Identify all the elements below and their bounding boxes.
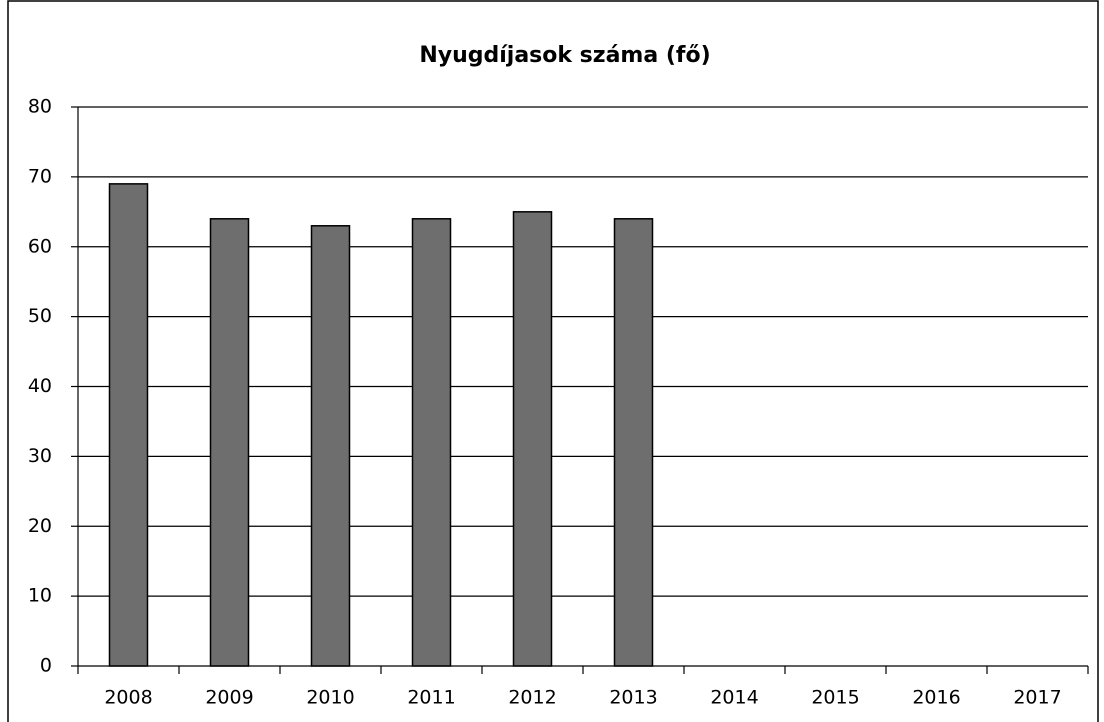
- y-tick-label: 60: [28, 235, 52, 257]
- x-tick-label: 2014: [710, 687, 758, 709]
- x-tick-label: 2011: [407, 687, 455, 709]
- y-tick-label: 0: [40, 655, 52, 677]
- y-tick-label: 30: [28, 445, 52, 467]
- y-tick-label: 20: [28, 515, 52, 537]
- x-tick-label: 2017: [1013, 687, 1061, 709]
- bar: [108, 183, 149, 667]
- x-tick-label: 2008: [104, 687, 152, 709]
- y-tick-label: 70: [28, 165, 52, 187]
- x-tick-label: 2016: [912, 687, 960, 709]
- x-tick-label: 2015: [811, 687, 859, 709]
- chart-frame: [7, 0, 1099, 722]
- y-tick-label: 80: [28, 96, 52, 118]
- chart-title: Nyugdíjasok száma (fő): [419, 43, 710, 68]
- bar: [411, 218, 452, 667]
- y-tick-label: 40: [28, 375, 52, 397]
- x-tick-label: 2010: [306, 687, 354, 709]
- y-tick-label: 50: [28, 305, 52, 327]
- y-tick-label: 10: [28, 585, 52, 607]
- x-tick-label: 2009: [205, 687, 253, 709]
- bar: [512, 211, 553, 667]
- bar: [310, 225, 351, 667]
- x-tick-label: 2012: [508, 687, 556, 709]
- bar: [613, 218, 654, 667]
- bar: [209, 218, 250, 667]
- x-tick-label: 2013: [609, 687, 657, 709]
